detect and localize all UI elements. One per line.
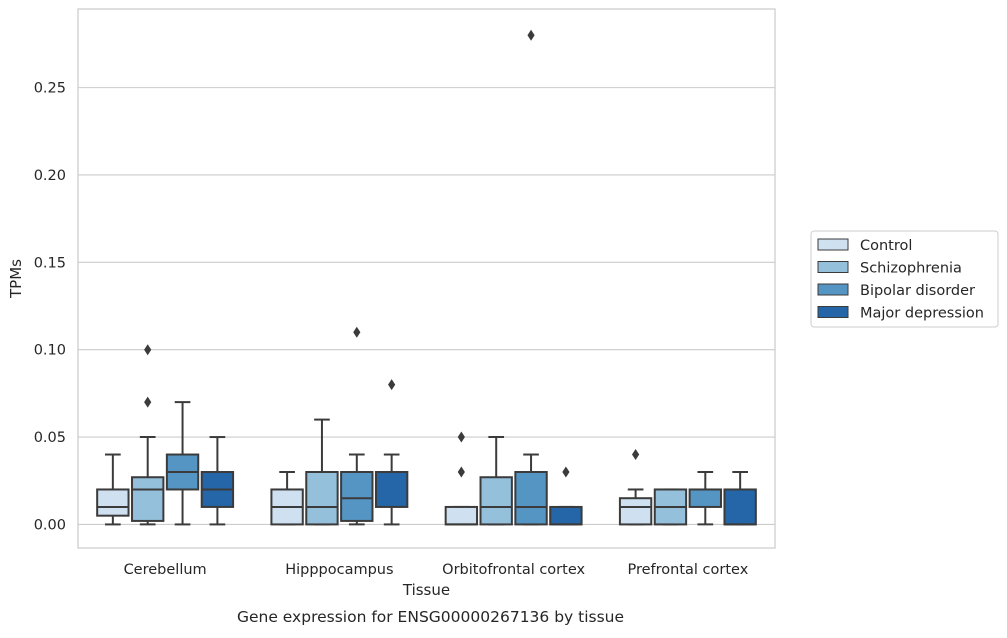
outlier-point: [562, 466, 570, 478]
y-tick-label: 0.10: [34, 343, 66, 359]
box-group: [688, 470, 722, 526]
box-group: [305, 418, 339, 526]
x-axis-ticks: Cerebellum Hipppocampus Orbitofrontal cort…: [124, 562, 749, 578]
outlier-point: [457, 466, 465, 478]
legend-swatch: [817, 306, 849, 318]
iqr-box: [374, 470, 409, 508]
x-tick-label: Hipppocampus: [285, 562, 393, 578]
legend-swatch: [817, 261, 849, 273]
box-group: [131, 344, 165, 526]
box-group: [653, 488, 688, 526]
iqr-box: [444, 505, 479, 526]
legend-label: Major depression: [860, 306, 984, 322]
x-axis-label: Tissue: [402, 581, 450, 599]
chart-title: Gene expression for ENSG00000267136 by t…: [237, 608, 624, 626]
outlier-point: [457, 431, 465, 443]
y-tick-label: 0.15: [34, 255, 66, 271]
box-group: [96, 453, 130, 526]
iqr-box: [618, 497, 653, 526]
boxes: [96, 29, 757, 526]
iqr-box: [479, 476, 513, 526]
y-axis-ticks: 0.00 0.05 0.10 0.15 0.20 0.25: [34, 81, 66, 534]
x-tick-label: Prefrontal cortex: [627, 562, 748, 578]
iqr-box: [131, 476, 165, 522]
legend-label: Control: [860, 238, 912, 254]
box-group: [374, 379, 409, 526]
iqr-box: [96, 488, 130, 517]
legend-frame: [810, 230, 999, 328]
box-group: [723, 470, 757, 526]
legend: Control Schizophrenia Bipolar disorder Majo…: [810, 230, 999, 328]
y-tick-label: 0.25: [34, 81, 66, 97]
outlier-point: [632, 449, 640, 461]
box-group: [514, 29, 548, 526]
iqr-box: [305, 470, 339, 526]
y-tick-label: 0.05: [34, 430, 66, 446]
x-tick-label: Cerebellum: [124, 562, 207, 578]
iqr-box: [514, 470, 548, 526]
box-group: [200, 436, 235, 526]
x-tick-label: Orbitofrontal cortex: [442, 562, 585, 578]
legend-swatch: [817, 283, 849, 296]
plot-frame: [77, 8, 776, 549]
y-tick-label: 0.20: [34, 168, 66, 184]
box-group: [270, 470, 304, 526]
outlier-point: [144, 396, 152, 408]
y-axis-label: TPMs: [7, 259, 25, 299]
legend-label: Bipolar disorder: [860, 283, 975, 299]
box-group: [444, 431, 479, 526]
legend-label: Schizophrenia: [860, 261, 962, 277]
iqr-box: [688, 488, 722, 508]
box-group: [340, 326, 374, 526]
iqr-box: [340, 470, 374, 522]
legend-swatch: [817, 238, 849, 251]
outlier-point: [144, 344, 152, 356]
box-group: [618, 449, 653, 526]
outlier-point: [527, 29, 535, 41]
box-group: [549, 466, 583, 526]
box-group: [479, 436, 513, 526]
iqr-box: [549, 505, 583, 526]
box-group: [165, 401, 200, 526]
iqr-box: [723, 488, 757, 526]
outlier-point: [388, 379, 396, 391]
outlier-point: [353, 326, 361, 338]
y-tick-label: 0.00: [34, 517, 66, 533]
